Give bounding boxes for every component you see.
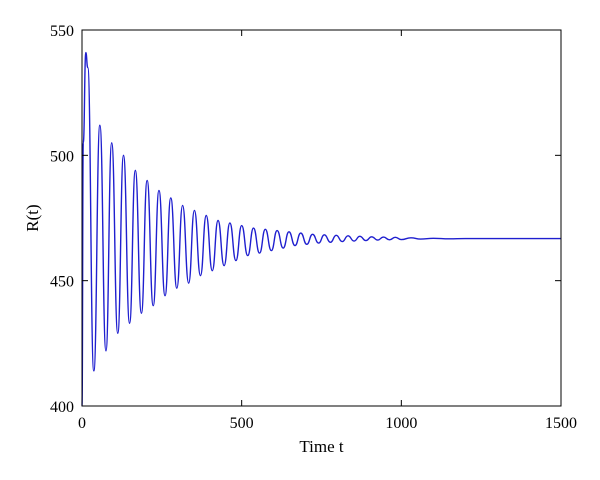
y-tick-label: 500 <box>50 148 74 165</box>
x-axis-label: Time t <box>299 437 344 456</box>
axes-frame <box>81 29 562 407</box>
axis-ticks: 0 500 1000 1500 400 450 500 550 <box>50 23 577 432</box>
plot-area <box>81 51 561 407</box>
y-tick-label: 550 <box>50 23 74 40</box>
x-tick-label: 1500 <box>545 415 577 432</box>
x-tick-label: 1000 <box>385 415 417 432</box>
y-tick-label: 400 <box>50 399 74 416</box>
x-tick-label: 0 <box>78 415 86 432</box>
series-line <box>81 51 561 407</box>
x-tick-label: 500 <box>230 415 254 432</box>
y-axis-label: R(t) <box>23 204 42 231</box>
y-tick-label: 450 <box>50 274 74 291</box>
